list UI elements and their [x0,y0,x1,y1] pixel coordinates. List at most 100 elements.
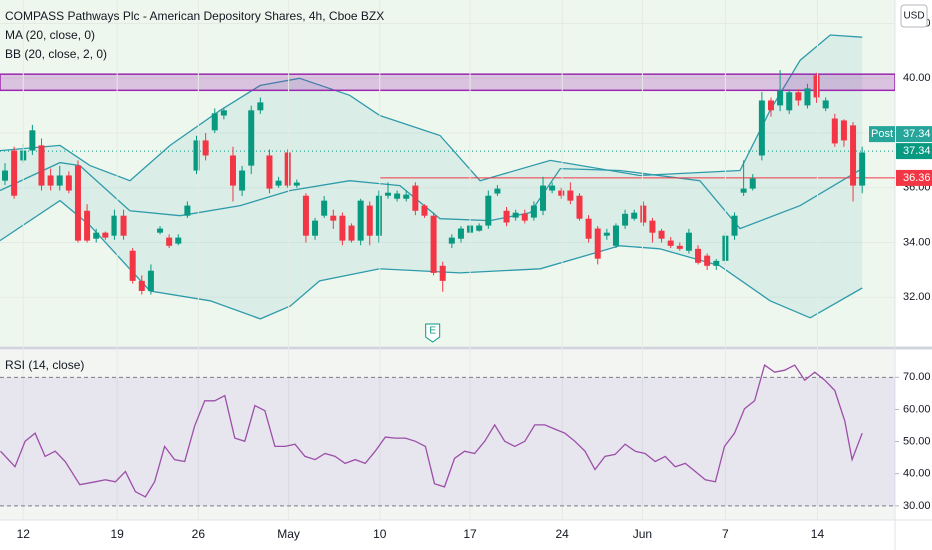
candle-body [74,165,81,241]
candle-body [56,175,63,186]
unit-label: USD [903,11,924,22]
candle-body [330,215,337,221]
candle-body [102,232,109,238]
y-tick-label: 32.00 [903,291,931,303]
candle-body [11,150,18,196]
price-label: 37.34 [903,145,931,157]
band-fill [0,35,863,319]
price-label-bg [896,143,932,160]
candle-body [394,193,401,199]
x-tick-label: 7 [722,527,729,541]
ma-line [0,161,863,230]
candle-body [850,125,857,186]
candle-body [612,225,619,246]
candle-body [93,232,100,239]
rsi-line [0,364,863,498]
candle-body [47,175,54,186]
x-tick-label: May [277,527,300,541]
candle-body [302,195,309,236]
legend-entry: MA (20, close, 0) [5,28,95,42]
candle-body [421,205,428,216]
candle-body [275,180,282,186]
resistance-zone [0,73,895,92]
price-label: 37.34 [903,128,931,140]
candle-body [129,250,136,281]
candle-body [840,120,847,141]
candle-body [667,240,674,246]
y-tick-label: 34.00 [903,236,931,248]
candle-body [567,190,574,201]
price-label: 36.36 [903,172,931,184]
price-label-bg [896,126,932,143]
x-tick-label: 12 [17,527,31,541]
candle-body [658,230,665,239]
candle-body [603,232,610,236]
candle-body [293,182,300,186]
candle-body [448,237,455,244]
candle-body [312,220,319,236]
candle-body [476,225,483,231]
candle-body [512,212,519,218]
candle-body [430,215,437,273]
x-tick-label: 10 [373,527,387,541]
candle-body [530,205,537,218]
candle-body [211,113,218,131]
candle-body [412,185,419,211]
x-tick-label: 26 [192,527,206,541]
candle-body [585,218,592,239]
candle-body [375,195,382,236]
price-tag-bg [869,126,895,143]
candle-body [731,215,738,236]
y-tick-label: 50.00 [903,435,931,447]
x-tick-label: 24 [555,527,569,541]
x-tick-label: 17 [463,527,477,541]
y-tick-label: 70.00 [903,371,931,383]
y-tick-label: 40.00 [903,468,931,480]
candle-body [220,110,227,116]
candle-body [704,255,711,266]
candle-body [248,110,255,166]
candle-body [649,220,656,233]
candle-body [29,130,36,151]
legend-entry: BB (20, close, 2, 0) [5,47,107,61]
candle-body [685,232,692,251]
candle-body [84,210,91,241]
candle-body [348,225,355,241]
candle-body [257,102,264,111]
candle-body [804,88,811,106]
candle-body [284,152,291,186]
candle-body [622,213,629,226]
candle-body [813,75,820,98]
chart-title: COMPASS Pathways Plc - American Deposito… [5,9,384,23]
candle-body [193,140,200,171]
candle-body [65,175,72,191]
candle-body [339,215,346,241]
candle-body [485,195,492,226]
candle-body [767,100,774,111]
candle-body [403,194,410,199]
event-marker [425,323,441,343]
candle-body [831,118,838,144]
price-plot [0,23,895,320]
candle-body [357,200,364,241]
x-tick-label: 14 [811,527,825,541]
price-label-bg [896,169,932,186]
candle-body [676,245,683,249]
rsi-title: RSI (14, close) [5,358,84,372]
candle-body [758,100,765,156]
candle-body [321,200,328,216]
candle-body [795,92,802,101]
candle-body [859,152,866,186]
candle-body [175,237,182,244]
candle-body [111,215,118,236]
candle-body [38,145,45,186]
candle-body [266,155,273,189]
candle-body [594,228,601,259]
unit-box [900,4,928,28]
candle-body [503,210,510,223]
y-tick-label: 60.00 [903,403,931,415]
y-tick-label: 30.00 [903,500,931,512]
candle-body [120,215,127,236]
candle-body [157,228,164,233]
event-label: E [429,326,436,337]
